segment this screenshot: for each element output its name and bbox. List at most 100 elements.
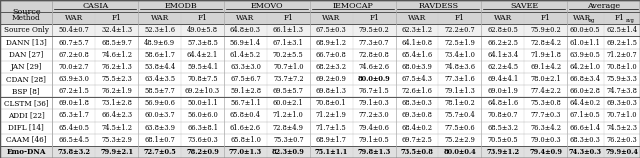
Text: WAR: WAR <box>408 14 426 22</box>
Text: 70.8±7.5: 70.8±7.5 <box>188 75 218 83</box>
Text: 58.6±1.7: 58.6±1.7 <box>144 51 175 59</box>
Text: 64.4±2.1: 64.4±2.1 <box>187 51 218 59</box>
Text: 78.2±0.9: 78.2±0.9 <box>186 148 219 156</box>
Text: 71.2±0.7: 71.2±0.7 <box>607 51 637 59</box>
Text: Average: Average <box>587 2 620 10</box>
Text: 48.9±6.9: 48.9±6.9 <box>144 39 175 47</box>
Text: 56.0±6.0: 56.0±6.0 <box>187 111 218 119</box>
Text: CDAN [28]: CDAN [28] <box>6 75 46 83</box>
Text: 74.5±2.3: 74.5±2.3 <box>606 124 637 132</box>
Text: 69.1±4.2: 69.1±4.2 <box>530 63 561 71</box>
Text: 77.3±1.6: 77.3±1.6 <box>444 75 476 83</box>
Text: 70.8±1.0: 70.8±1.0 <box>607 63 637 71</box>
Text: 73.4±1.0: 73.4±1.0 <box>444 51 476 59</box>
Text: 52.3±1.6: 52.3±1.6 <box>144 26 175 34</box>
Text: 62.5±1.4: 62.5±1.4 <box>606 26 637 34</box>
Text: 69.8±1.3: 69.8±1.3 <box>316 87 347 95</box>
Text: WAR: WAR <box>493 14 512 22</box>
Text: 70.7±1.0: 70.7±1.0 <box>273 63 303 71</box>
Text: Emo-DNA: Emo-DNA <box>6 148 46 156</box>
Text: IEMOCAP: IEMOCAP <box>332 2 373 10</box>
Bar <box>0 109 640 122</box>
Text: F1: F1 <box>615 14 625 22</box>
Text: 63.9±0.5: 63.9±0.5 <box>570 51 601 59</box>
Text: 79.1±0.3: 79.1±0.3 <box>358 99 390 107</box>
Text: 64.2±1.0: 64.2±1.0 <box>570 63 601 71</box>
Text: 75.9±3.3: 75.9±3.3 <box>606 75 637 83</box>
Text: 66.4±2.3: 66.4±2.3 <box>101 111 132 119</box>
Text: 63.4±3.5: 63.4±3.5 <box>144 75 175 83</box>
Text: 74.6±1.2: 74.6±1.2 <box>101 51 132 59</box>
Text: 58.5±7.7: 58.5±7.7 <box>144 87 175 95</box>
Text: JAN [29]: JAN [29] <box>10 63 42 71</box>
Text: 64.8±1.6: 64.8±1.6 <box>487 99 518 107</box>
Text: 68.1±0.7: 68.1±0.7 <box>144 136 175 144</box>
Text: 67.5±0.3: 67.5±0.3 <box>316 26 347 34</box>
Text: 59.1±2.8: 59.1±2.8 <box>230 87 261 95</box>
Bar <box>0 122 640 134</box>
Text: 82.3±0.9: 82.3±0.9 <box>272 148 305 156</box>
Text: F1: F1 <box>455 14 465 22</box>
Text: 64.1±3.4: 64.1±3.4 <box>487 51 518 59</box>
Bar <box>0 49 640 61</box>
Text: 60.0±0.5: 60.0±0.5 <box>570 26 600 34</box>
Text: 69.0±1.9: 69.0±1.9 <box>487 87 518 95</box>
Text: 77.3±0.7: 77.3±0.7 <box>359 39 389 47</box>
Text: 64.1±0.8: 64.1±0.8 <box>401 39 433 47</box>
Text: WAR: WAR <box>322 14 340 22</box>
Text: BSP [8]: BSP [8] <box>12 87 40 95</box>
Text: WAR: WAR <box>236 14 255 22</box>
Text: 57.3±8.5: 57.3±8.5 <box>187 39 218 47</box>
Text: 60.0±2.1: 60.0±2.1 <box>273 99 304 107</box>
Text: 69.2±10.3: 69.2±10.3 <box>185 87 220 95</box>
Text: 50.4±0.7: 50.4±0.7 <box>58 26 90 34</box>
Text: 69.0±1.8: 69.0±1.8 <box>58 99 90 107</box>
Text: 66.6±1.4: 66.6±1.4 <box>570 124 601 132</box>
Text: 64.8±0.3: 64.8±0.3 <box>230 26 261 34</box>
Text: 74.7±3.8: 74.7±3.8 <box>606 87 637 95</box>
Text: 66.1±1.3: 66.1±1.3 <box>273 26 304 34</box>
Text: 32.4±1.3: 32.4±1.3 <box>101 26 132 34</box>
Text: 60.0±3.7: 60.0±3.7 <box>145 111 175 119</box>
Text: F1: F1 <box>541 14 550 22</box>
Text: 69.5±5.7: 69.5±5.7 <box>273 87 304 95</box>
Text: 72.7±0.5: 72.7±0.5 <box>143 148 176 156</box>
Text: 56.9±1.4: 56.9±1.4 <box>230 39 261 47</box>
Text: 68.2±3.2: 68.2±3.2 <box>316 63 347 71</box>
Bar <box>0 73 640 85</box>
Text: 71.9±1.8: 71.9±1.8 <box>530 51 561 59</box>
Text: 69.3±0.3: 69.3±0.3 <box>606 99 637 107</box>
Text: 72.5±1.9: 72.5±1.9 <box>444 39 476 47</box>
Text: 72.8±0.8: 72.8±0.8 <box>358 51 390 59</box>
Text: EMOVO: EMOVO <box>251 2 283 10</box>
Text: WAR: WAR <box>573 14 591 22</box>
Text: 63.8±3.9: 63.8±3.9 <box>144 124 175 132</box>
Text: 64.4±0.2: 64.4±0.2 <box>570 99 601 107</box>
Text: 49.0±5.8: 49.0±5.8 <box>187 26 218 34</box>
Text: 50.0±1.1: 50.0±1.1 <box>187 99 218 107</box>
Text: 75.3±2.9: 75.3±2.9 <box>101 136 132 144</box>
Text: 65.4±1.6: 65.4±1.6 <box>401 51 433 59</box>
Text: 67.5±6.7: 67.5±6.7 <box>230 75 261 83</box>
Text: 70.8±0.1: 70.8±0.1 <box>316 99 346 107</box>
Text: 65.3±1.7: 65.3±1.7 <box>58 111 90 119</box>
Text: WAR: WAR <box>65 14 83 22</box>
Text: 73.1±2.8: 73.1±2.8 <box>101 99 132 107</box>
Text: 76.7±1.5: 76.7±1.5 <box>358 87 390 95</box>
Text: 70.2±5.5: 70.2±5.5 <box>273 51 304 59</box>
Bar <box>0 85 640 97</box>
Bar <box>0 146 640 158</box>
Text: wg: wg <box>588 18 596 23</box>
Text: DAN [27]: DAN [27] <box>9 51 44 59</box>
Text: avg: avg <box>625 18 634 23</box>
Text: 63.3±3.0: 63.3±3.0 <box>230 63 261 71</box>
Text: F1: F1 <box>112 14 122 22</box>
Text: 66.5±4.5: 66.5±4.5 <box>58 136 90 144</box>
Text: 69.2±1.5: 69.2±1.5 <box>606 39 637 47</box>
Bar <box>0 97 640 109</box>
Text: 72.6±1.6: 72.6±1.6 <box>401 87 433 95</box>
Text: 70.8±0.7: 70.8±0.7 <box>488 111 518 119</box>
Text: 75.9±0.2: 75.9±0.2 <box>530 26 561 34</box>
Text: 75.2±2.9: 75.2±2.9 <box>444 136 476 144</box>
Text: 77.7±0.3: 77.7±0.3 <box>531 111 561 119</box>
